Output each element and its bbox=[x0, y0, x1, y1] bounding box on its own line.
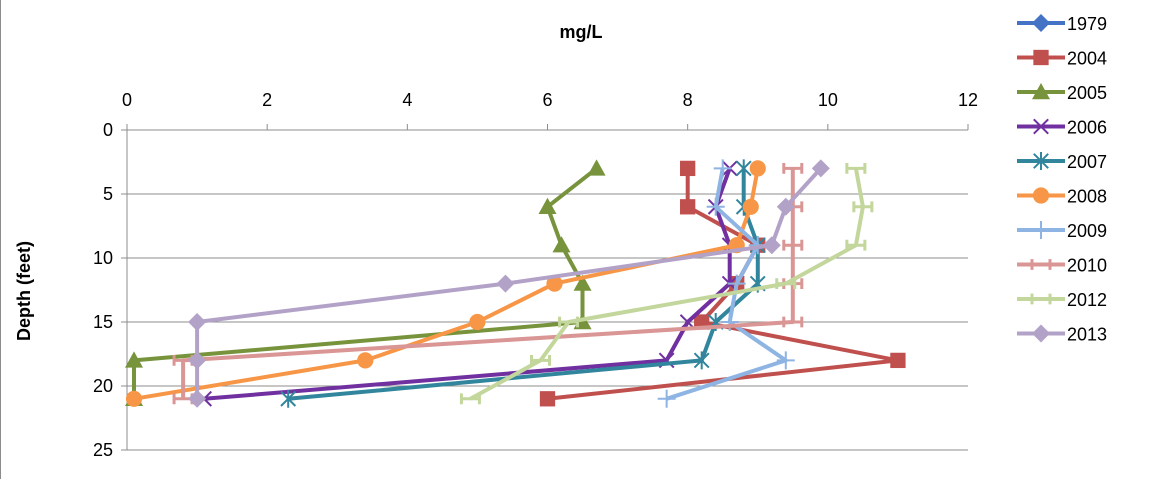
data-point-2012 bbox=[845, 239, 867, 251]
x-tick-label: 10 bbox=[818, 90, 838, 110]
legend-label: 2006 bbox=[1067, 118, 1107, 138]
x-tick-label: 0 bbox=[122, 90, 132, 110]
series-2006 bbox=[196, 160, 738, 407]
series-2013 bbox=[188, 159, 830, 408]
data-point-2008 bbox=[546, 275, 563, 292]
data-point-2013 bbox=[496, 274, 515, 293]
data-point-2009 bbox=[706, 197, 725, 216]
legend-label: 2008 bbox=[1067, 187, 1107, 207]
data-point-2005 bbox=[587, 159, 606, 176]
legend-swatch-marker bbox=[1033, 152, 1049, 170]
legend-swatch-marker bbox=[1032, 221, 1050, 239]
data-point-2008 bbox=[469, 313, 486, 331]
legend-swatch-marker bbox=[1030, 259, 1052, 270]
y-axis-title: Depth (feet) bbox=[14, 241, 34, 341]
data-point-2013 bbox=[188, 313, 207, 331]
x-tick-label: 12 bbox=[958, 90, 978, 110]
data-point-2005 bbox=[573, 274, 592, 291]
legend-item-2006: 2006 bbox=[1017, 118, 1107, 138]
data-point-2009 bbox=[720, 313, 739, 331]
x-tick-label: 8 bbox=[683, 90, 693, 110]
data-point-2005 bbox=[538, 197, 557, 214]
data-point-2012 bbox=[459, 393, 481, 405]
legend-label: 2010 bbox=[1067, 256, 1107, 276]
data-point-2013 bbox=[188, 389, 207, 408]
legend-label: 2013 bbox=[1067, 325, 1107, 345]
y-tick-label: 0 bbox=[103, 120, 113, 140]
data-point-2009 bbox=[657, 389, 676, 408]
series-2009 bbox=[657, 159, 795, 408]
data-point-2013 bbox=[762, 236, 781, 255]
y-tick-label: 5 bbox=[103, 184, 113, 204]
x-tick-label: 6 bbox=[542, 90, 552, 110]
legend-item-2010: 2010 bbox=[1017, 256, 1107, 276]
legend-swatch-marker bbox=[1033, 49, 1049, 66]
data-point-2009 bbox=[776, 351, 795, 370]
data-point-2013 bbox=[811, 159, 830, 178]
legend-swatch-marker bbox=[1032, 324, 1050, 343]
legend-label: 2005 bbox=[1067, 83, 1107, 103]
data-point-2004 bbox=[680, 199, 696, 215]
data-point-2012 bbox=[852, 201, 874, 213]
series-layer bbox=[125, 159, 906, 408]
legend-label: 2009 bbox=[1067, 221, 1107, 241]
legend: 1979 2004 2005 2006 2007 2008 2009 2010 2012 2013 bbox=[1017, 14, 1107, 345]
y-tick-label: 20 bbox=[93, 376, 113, 396]
legend-label: 1979 bbox=[1067, 14, 1107, 34]
data-point-2009 bbox=[727, 274, 746, 293]
series-2008 bbox=[125, 160, 766, 407]
data-point-2012 bbox=[845, 163, 867, 174]
data-point-2005 bbox=[552, 236, 571, 253]
data-point-2010 bbox=[782, 316, 804, 328]
data-point-2007 bbox=[280, 389, 297, 408]
y-tick-label: 15 bbox=[93, 312, 113, 332]
data-point-2004 bbox=[680, 160, 696, 177]
data-point-2010 bbox=[782, 239, 804, 251]
y-tick-label: 25 bbox=[93, 440, 113, 460]
legend-item-2007: 2007 bbox=[1017, 152, 1107, 172]
data-point-2012 bbox=[529, 355, 551, 366]
data-point-2008 bbox=[125, 390, 143, 407]
x-tick-label: 2 bbox=[262, 90, 272, 110]
legend-swatch-marker bbox=[1032, 14, 1050, 32]
legend-swatch-marker bbox=[1030, 293, 1052, 305]
axes: 0 5 10 15 20 25 0 2 4 6 8 10 12 bbox=[93, 90, 978, 460]
legend-swatch-marker bbox=[1032, 83, 1050, 100]
legend-item-2012: 2012 bbox=[1017, 290, 1107, 310]
legend-swatch-marker bbox=[1032, 187, 1050, 204]
data-point-2009 bbox=[713, 159, 732, 178]
data-point-2004 bbox=[539, 391, 556, 407]
series-2012 bbox=[459, 163, 874, 405]
data-point-2008 bbox=[742, 198, 759, 215]
x-axis-title: mg/L bbox=[560, 22, 603, 42]
legend-label: 2007 bbox=[1067, 152, 1107, 172]
data-point-2008 bbox=[357, 352, 374, 369]
data-point-2013 bbox=[776, 197, 795, 216]
legend-item-2008: 2008 bbox=[1017, 187, 1107, 207]
data-point-2012 bbox=[775, 278, 797, 289]
data-point-2004 bbox=[890, 352, 906, 369]
legend-swatch-marker bbox=[1033, 118, 1049, 135]
data-point-2013 bbox=[188, 351, 207, 370]
legend-label: 2004 bbox=[1067, 49, 1107, 69]
data-point-2012 bbox=[558, 316, 580, 328]
legend-item-2004: 2004 bbox=[1017, 49, 1107, 69]
legend-item-2009: 2009 bbox=[1017, 221, 1107, 241]
y-tick-label: 10 bbox=[93, 248, 113, 268]
x-tick-label: 4 bbox=[402, 90, 412, 110]
legend-item-1979: 1979 bbox=[1017, 14, 1107, 34]
series-2010 bbox=[172, 163, 804, 405]
data-point-2010 bbox=[782, 163, 804, 174]
data-point-2007 bbox=[735, 159, 752, 178]
data-point-2007 bbox=[693, 351, 710, 370]
legend-item-2005: 2005 bbox=[1017, 83, 1107, 103]
legend-label: 2012 bbox=[1067, 290, 1107, 310]
legend-item-2013: 2013 bbox=[1017, 324, 1107, 345]
data-point-2008 bbox=[749, 160, 766, 177]
data-point-2005 bbox=[125, 351, 144, 368]
